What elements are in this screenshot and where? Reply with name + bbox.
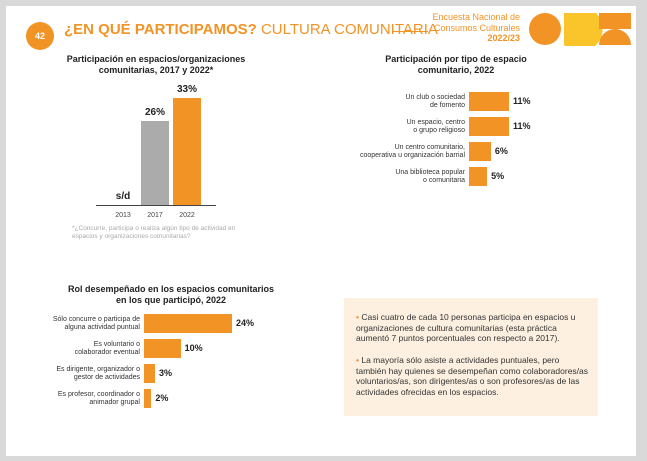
chart2-title: Participación por tipo de espacio comuni… [376,54,536,76]
summary-box: • Casi cuatro de cada 10 personas partic… [344,298,598,416]
summary-bullet-2-text: La mayoría sólo asiste a actividades pun… [356,355,589,397]
chart1-title: Participación en espacios/organizaciones… [56,54,256,76]
chart1-note-line1: *¿Concurre, participa o realiza algún ti… [72,225,236,232]
chart2-bar [469,167,488,186]
survey-line-2: Consumos Culturales [433,22,520,33]
summary-bullet-1-text: Casi cuatro de cada 10 personas particip… [356,312,576,344]
category-label-line: colaborador eventual [74,348,140,356]
survey-year: 2022/23 [487,33,520,43]
chart1-category-label: 2013 [115,212,131,219]
chart1-note-line2: espacios y organizaciones comunitarias? [72,233,191,240]
chart3-title-line2: en los que participó, 2022 [115,295,227,305]
chart2-bar [469,117,509,136]
category-label-line: gestor de actividades [73,373,140,381]
category-label-line: Es voluntario o [93,340,140,348]
category-label-line: Es profesor, coordinador o [57,390,140,398]
bullet-dot-icon: • [356,312,359,322]
chart2-value-label: 5% [491,170,505,181]
summary-bullet-1: • Casi cuatro de cada 10 personas partic… [356,312,590,344]
chart3-value-label: 3% [159,367,173,378]
chart1-bar [173,98,201,205]
chart3-title-line1: Rol desempeñado en los espacios comunita… [67,284,275,294]
bullet-dot-icon: • [356,355,359,365]
chart1-axis [96,205,216,206]
chart3-title: Rol desempeñado en los espacios comunita… [66,284,276,306]
category-label-line: alguna actividad puntual [64,323,140,331]
chart3-value-label: 2% [155,392,169,403]
chart3-category-label: Es dirigente, organizador o gestor de act… [10,366,140,382]
category-label-line: Es dirigente, organizador o [56,365,140,373]
chart3-bar [144,389,152,408]
category-label-line: o comunitaria [422,176,465,184]
chart3-bar [144,339,181,358]
chart1-note: *¿Concurre, participa o realiza algún ti… [72,225,282,241]
category-label-line: Un centro comunitario, [394,143,465,151]
chart2-bar [469,92,509,111]
category-label-line: o grupo religioso [413,126,465,134]
chart2-category-label: Un club o sociedad de fomento [295,94,465,110]
survey-line-1: Encuesta Nacional de [432,12,520,22]
category-label-line: Una biblioteca popular [395,168,465,176]
chart3-category-label: Es profesor, coordinador o animador grupa… [10,391,140,407]
chart3-value-label: 10% [184,342,203,353]
chart3-bar [144,364,155,383]
chart3-value-label: 24% [236,317,255,328]
chart1-value-label: 33% [176,84,197,95]
chart2-category-label: Un centro comunitario, cooperativa u orga… [295,144,465,160]
chart2-title-line2: comunitario, 2022 [417,65,495,75]
chart3-bar [144,314,232,333]
page-title: ¿EN QUÉ PARTICIPAMOS? CULTURA COMUNITARI… [64,21,438,38]
title-bold: ¿EN QUÉ PARTICIPAMOS? [64,21,257,38]
logo-decoration [529,13,631,46]
chart2-category-label: Un espacio, centro o grupo religioso [295,119,465,135]
chart1-category-label: 2017 [147,212,163,219]
chart2-title-line1: Participación por tipo de espacio [385,54,527,64]
category-label-line: de fomento [429,101,465,109]
category-label-line: Sólo concurre o participa de [52,315,140,323]
category-label-line: cooperativa u organización barrial [359,151,465,159]
page-number-badge: 42 [26,22,54,50]
category-label-line: Un espacio, centro [406,118,465,126]
title-light: CULTURA COMUNITARIA [260,21,438,38]
header-rule [392,31,428,32]
chart1-value-label: s/d [115,191,131,202]
chart2-bar [469,142,491,161]
chart2-category-label: Una biblioteca popular o comunitaria [295,169,465,185]
chart3-category-label: Es voluntario o colaborador eventual [10,341,140,357]
chart1-value-label: 26% [144,106,165,118]
chart2-value-label: 6% [494,145,508,156]
chart1-title-line2: comunitarias, 2017 y 2022* [98,65,214,75]
chart2-value-label: 11% [513,95,531,106]
chart2-value-label: 11% [513,120,531,131]
survey-name: Encuesta Nacional de Consumos Culturales… [416,12,520,44]
report-page: 42 ¿EN QUÉ PARTICIPAMOS? CULTURA COMUNIT… [6,6,636,456]
category-label-line: animador grupal [89,398,140,406]
chart1-title-line1: Participación en espacios/organizaciones [66,54,246,64]
summary-bullet-2: • La mayoría sólo asiste a actividades p… [356,355,590,397]
chart1-category-label: 2022 [179,212,195,219]
chart3-category-label: Sólo concurre o participa de alguna activ… [10,316,140,332]
chart1-bar [141,120,169,205]
category-label-line: Un club o sociedad [405,93,465,101]
